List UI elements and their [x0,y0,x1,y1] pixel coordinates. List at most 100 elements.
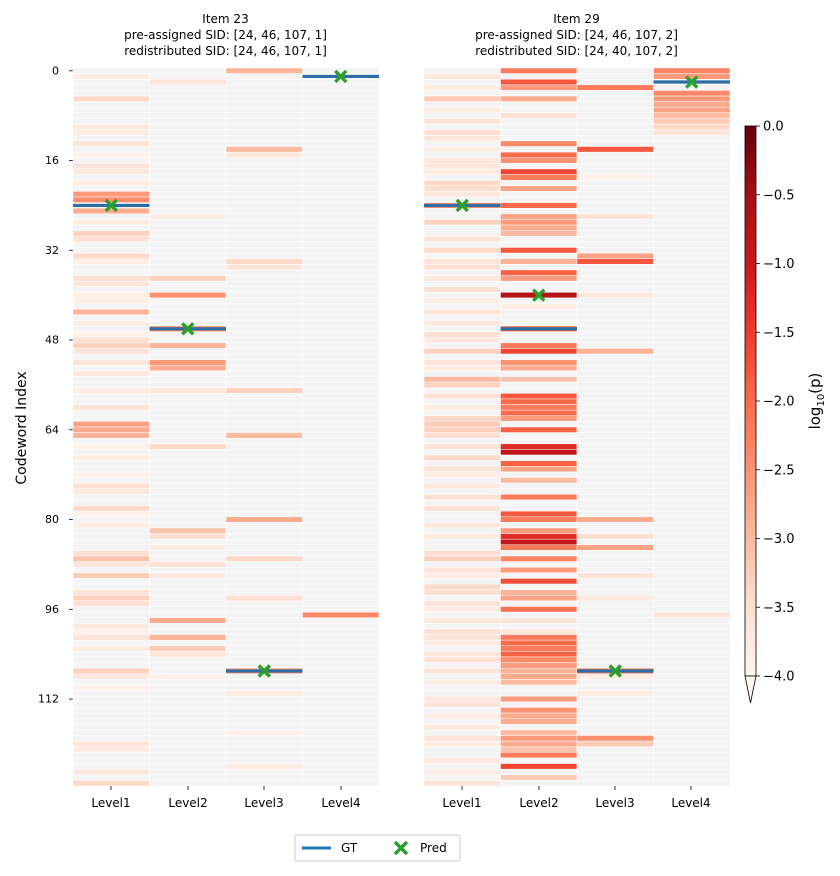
heatmap-cell [576,516,654,523]
heatmap-cell [302,499,380,506]
heatmap-cell [302,684,380,691]
heatmap-cell [225,342,303,349]
heatmap-cell [302,707,380,714]
heatmap-cell [423,185,501,192]
heatmap-cell [72,280,150,287]
heatmap-cell [500,376,578,383]
heatmap-cell [653,286,731,293]
heatmap-cell [72,712,150,719]
heatmap-cell [302,774,380,781]
x-tick-label: Level3 [595,796,634,810]
heatmap-cell [225,157,303,164]
heatmap-cell [653,314,731,321]
heatmap-cell [500,421,578,428]
heatmap-cell [653,325,731,332]
heatmap-cell [149,639,227,646]
panel-2-x-ticks: Level1 Level2 Level3 Level4 [442,786,711,810]
heatmap-cell [225,387,303,394]
heatmap-cell [576,353,654,360]
heatmap-cell [576,561,654,568]
heatmap-cell [500,202,578,209]
heatmap-cell [225,555,303,562]
heatmap-cell [576,740,654,747]
heatmap-cell [149,247,227,254]
heatmap-cell [225,510,303,517]
heatmap-cell [576,252,654,259]
heatmap-cell [653,337,731,344]
heatmap-cell [576,628,654,635]
heatmap-cell [653,168,731,175]
heatmap-cell [72,174,150,181]
heatmap-cell [302,701,380,708]
heatmap-cell [576,331,654,338]
heatmap-cell [302,67,380,74]
heatmap-cell [423,275,501,282]
heatmap-cell [149,460,227,467]
heatmap-cell [576,757,654,764]
heatmap-cell [500,174,578,181]
heatmap-cell [576,84,654,91]
heatmap-cell [500,146,578,153]
heatmap-cell [302,252,380,259]
heatmap-cell [225,90,303,97]
heatmap-cell [72,443,150,450]
heatmap-cell [576,510,654,517]
heatmap-cell [225,314,303,321]
heatmap-cell [149,656,227,663]
heatmap-cell [653,393,731,400]
heatmap-cell [653,510,731,517]
heatmap-cell [576,555,654,562]
heatmap-cell [653,213,731,220]
heatmap-cell [72,567,150,574]
x-tick-label: Level2 [519,796,558,810]
heatmap-cell [423,426,501,433]
heatmap-cell [149,578,227,585]
heatmap-cell [423,516,501,523]
heatmap-cell [423,746,501,753]
heatmap-cell [653,684,731,691]
colorbar-label-sub: 10 [816,394,827,407]
heatmap-cell [500,196,578,203]
heatmap-cell [500,297,578,304]
heatmap-cell [653,202,731,209]
heatmap-cell [149,443,227,450]
heatmap-cell [653,712,731,719]
heatmap-cell [500,241,578,248]
heatmap-cell [423,600,501,607]
heatmap-cell [225,264,303,271]
heatmap-cell [149,679,227,686]
heatmap-cell [72,550,150,557]
heatmap-cell [72,516,150,523]
colorbar-label: log10(p) [806,373,827,430]
heatmap-cell [302,488,380,495]
heatmap-cell [423,151,501,158]
heatmap-cell [225,95,303,102]
panel-1-title: Item 23 pre-assigned SID: [24, 46, 107, … [124,12,327,58]
heatmap-cell [225,213,303,220]
heatmap-cell [423,729,501,736]
heatmap-cell [576,550,654,557]
heatmap-cell [72,673,150,680]
heatmap-cell [500,466,578,473]
heatmap-cell [500,342,578,349]
heatmap-cell [576,359,654,366]
heatmap-cell [72,561,150,568]
heatmap-cell [653,123,731,130]
heatmap-cell [302,241,380,248]
heatmap-cell [72,707,150,714]
heatmap-cell [72,325,150,332]
heatmap-cell [149,258,227,265]
heatmap-cell [149,662,227,669]
heatmap-cell [576,707,654,714]
heatmap-cell [72,90,150,97]
heatmap-cell [423,398,501,405]
pred-marker [181,322,195,336]
heatmap-cell [576,600,654,607]
heatmap-cell [576,572,654,579]
heatmap-cell [423,280,501,287]
heatmap-cell [72,185,150,192]
heatmap-cell [500,684,578,691]
heatmap-cell [302,583,380,590]
heatmap-cell [500,533,578,540]
heatmap-cell [576,499,654,506]
